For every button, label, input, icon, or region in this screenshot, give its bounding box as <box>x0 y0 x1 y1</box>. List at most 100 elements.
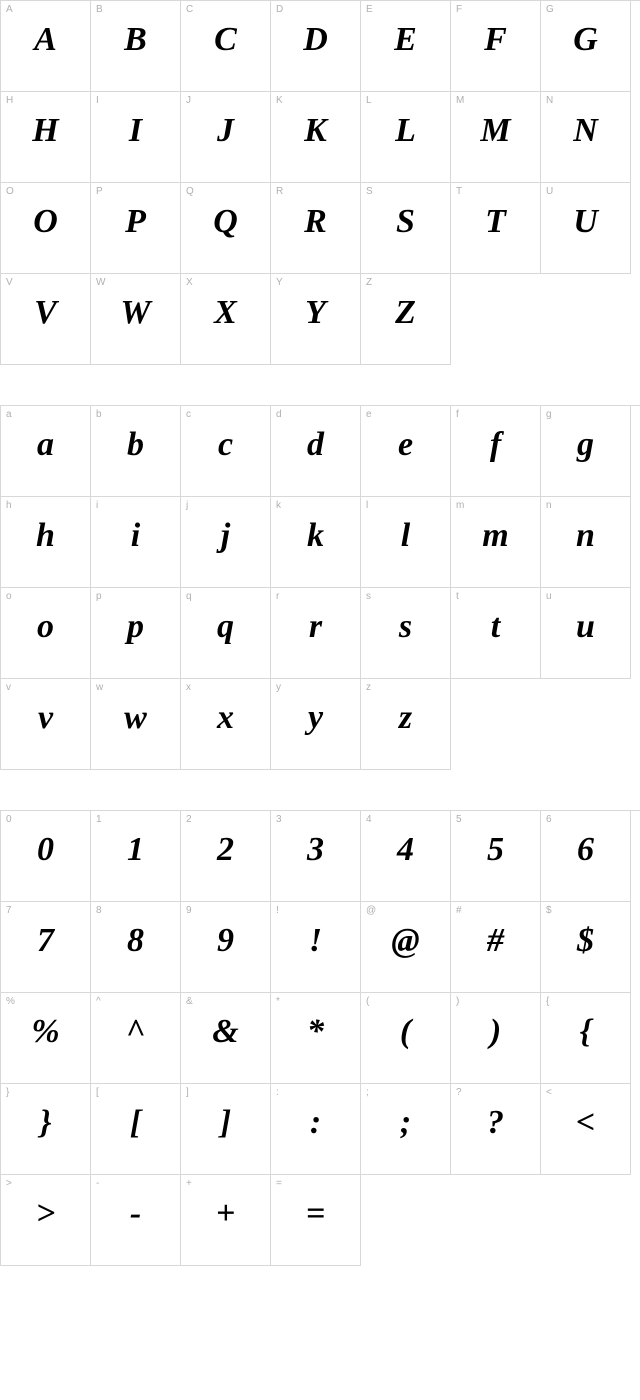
char-glyph: v <box>1 701 90 735</box>
char-label: ( <box>366 996 369 1007</box>
char-label: F <box>456 4 462 15</box>
char-label: ) <box>456 996 459 1007</box>
char-cell: HH <box>1 92 91 183</box>
char-label: 1 <box>96 814 102 825</box>
char-glyph: d <box>271 428 360 462</box>
char-label: f <box>456 409 459 420</box>
char-cell: :: <box>271 1084 361 1175</box>
char-cell: 99 <box>181 902 271 993</box>
char-label: p <box>96 591 102 602</box>
char-glyph: ; <box>361 1106 450 1140</box>
char-glyph: 4 <box>361 833 450 867</box>
char-label: O <box>6 186 14 197</box>
char-glyph: ? <box>451 1106 540 1140</box>
char-glyph: k <box>271 519 360 553</box>
char-cell: LL <box>361 92 451 183</box>
char-label: T <box>456 186 462 197</box>
char-label: E <box>366 4 373 15</box>
char-glyph: 9 <box>181 924 270 958</box>
char-glyph: n <box>541 519 630 553</box>
char-label: V <box>6 277 13 288</box>
char-cell: ]] <box>181 1084 271 1175</box>
char-glyph: z <box>361 701 450 735</box>
char-cell: SS <box>361 183 451 274</box>
char-label: y <box>276 682 281 693</box>
char-cell: && <box>181 993 271 1084</box>
char-cell: 44 <box>361 811 451 902</box>
char-glyph: [ <box>91 1106 180 1140</box>
char-label: s <box>366 591 371 602</box>
char-cell: %% <box>1 993 91 1084</box>
char-cell: GG <box>541 1 631 92</box>
char-label: j <box>186 500 188 511</box>
char-cell: pp <box>91 588 181 679</box>
char-cell: @@ <box>361 902 451 993</box>
char-cell: XX <box>181 274 271 365</box>
char-cell: aa <box>1 406 91 497</box>
char-label: M <box>456 95 464 106</box>
char-label: C <box>186 4 193 15</box>
char-glyph: > <box>1 1197 90 1231</box>
char-cell: 66 <box>541 811 631 902</box>
char-glyph: ) <box>451 1015 540 1049</box>
char-label: B <box>96 4 103 15</box>
char-glyph: M <box>451 114 540 148</box>
char-cell: BB <box>91 1 181 92</box>
char-cell: gg <box>541 406 631 497</box>
char-label: & <box>186 996 193 1007</box>
char-label: o <box>6 591 12 602</box>
char-label: 4 <box>366 814 372 825</box>
char-label: 3 <box>276 814 282 825</box>
char-cell: jj <box>181 497 271 588</box>
char-section-uppercase: AABBCCDDEEFFGGHHIIJJKKLLMMNNOOPPQQRRSSTT… <box>0 0 640 365</box>
char-cell: tt <box>451 588 541 679</box>
char-label: i <box>96 500 98 511</box>
char-section-lowercase: aabbccddeeffgghhiijjkkllmmnnooppqqrrsstt… <box>0 405 640 770</box>
char-cell: hh <box>1 497 91 588</box>
char-cell: ;; <box>361 1084 451 1175</box>
char-cell: ll <box>361 497 451 588</box>
char-glyph: c <box>181 428 270 462</box>
char-glyph: < <box>541 1106 630 1140</box>
char-grid: 00112233445566778899!!@@##$$%%^^&&**(())… <box>0 810 640 1266</box>
char-cell: OO <box>1 183 91 274</box>
char-label: S <box>366 186 373 197</box>
char-cell: 88 <box>91 902 181 993</box>
char-glyph: D <box>271 23 360 57</box>
char-glyph: # <box>451 924 540 958</box>
char-cell: mm <box>451 497 541 588</box>
char-label: W <box>96 277 105 288</box>
char-label: b <box>96 409 102 420</box>
char-glyph: ^ <box>91 1015 180 1049</box>
char-glyph: T <box>451 205 540 239</box>
char-cell: ss <box>361 588 451 679</box>
char-label: = <box>276 1178 282 1189</box>
char-label: u <box>546 591 552 602</box>
char-label: L <box>366 95 372 106</box>
char-glyph: V <box>1 296 90 330</box>
char-cell: >> <box>1 1175 91 1266</box>
char-cell: oo <box>1 588 91 679</box>
char-label: Q <box>186 186 194 197</box>
char-label: n <box>546 500 552 511</box>
char-cell: EE <box>361 1 451 92</box>
char-glyph: b <box>91 428 180 462</box>
empty-cell <box>451 274 541 365</box>
char-label: { <box>546 996 549 1007</box>
char-cell: kk <box>271 497 361 588</box>
char-label: c <box>186 409 191 420</box>
char-label: ] <box>186 1087 189 1098</box>
char-label: 8 <box>96 905 102 916</box>
char-label: A <box>6 4 13 15</box>
char-glyph: I <box>91 114 180 148</box>
char-cell: !! <box>271 902 361 993</box>
char-cell: }} <box>1 1084 91 1175</box>
char-cell: bb <box>91 406 181 497</box>
char-cell: ^^ <box>91 993 181 1084</box>
char-glyph: X <box>181 296 270 330</box>
char-cell: [[ <box>91 1084 181 1175</box>
char-label: d <box>276 409 282 420</box>
char-cell: yy <box>271 679 361 770</box>
char-glyph: g <box>541 428 630 462</box>
char-cell: vv <box>1 679 91 770</box>
